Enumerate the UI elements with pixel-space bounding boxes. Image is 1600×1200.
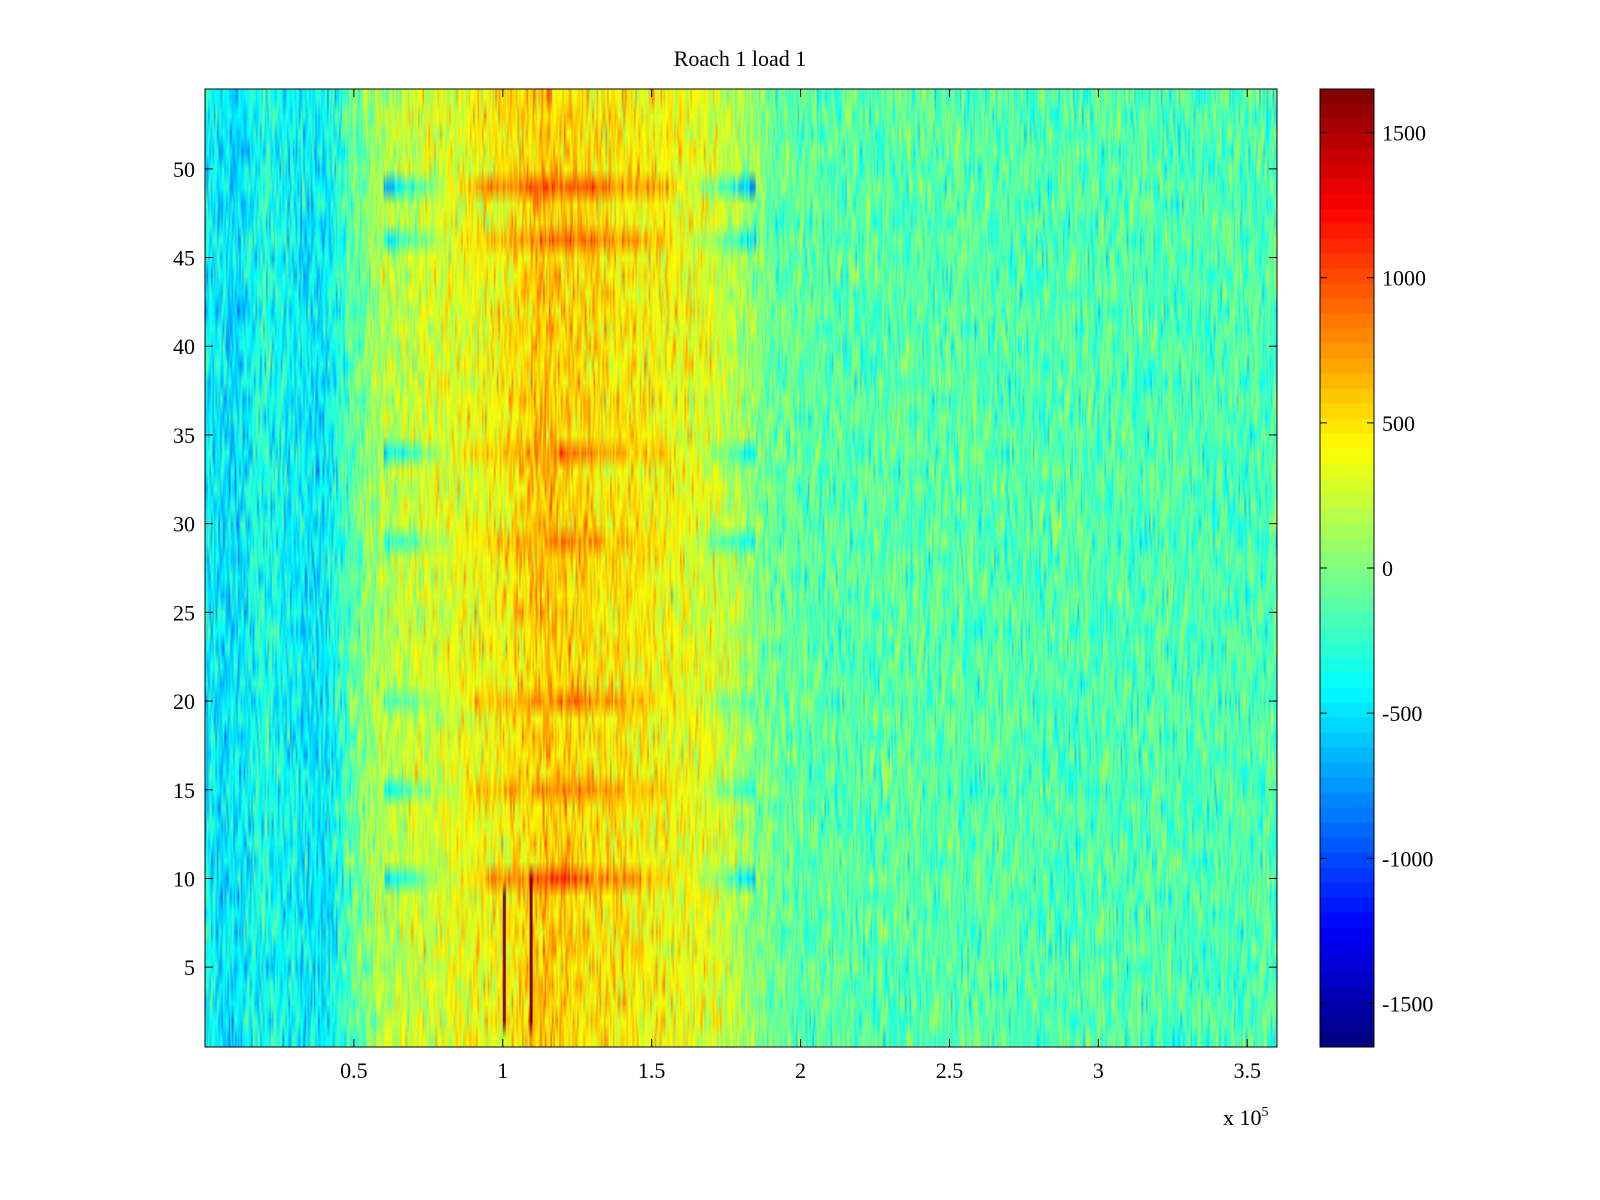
x-tick-label: 1 xyxy=(497,1058,508,1083)
y-tick-label: 5 xyxy=(184,955,195,980)
colorbar-tick-label: 0 xyxy=(1382,556,1393,581)
y-tick-label: 30 xyxy=(173,512,195,537)
colorbar-tick-label: 1500 xyxy=(1382,121,1426,146)
y-tick-label: 35 xyxy=(173,423,195,448)
colorbar-tick-label: -500 xyxy=(1382,701,1422,726)
x-tick-label: 0.5 xyxy=(340,1058,368,1083)
x-tick-label: 2 xyxy=(795,1058,806,1083)
colorbar-tick-label: -1000 xyxy=(1382,846,1433,871)
x-tick-label: 2.5 xyxy=(936,1058,964,1083)
y-tick-label: 45 xyxy=(173,246,195,271)
colorbar-tick-label: 1000 xyxy=(1382,266,1426,291)
chart-title: Roach 1 load 1 xyxy=(674,46,807,71)
y-tick-label: 25 xyxy=(173,600,195,625)
y-tick-label: 50 xyxy=(173,157,195,182)
y-tick-label: 40 xyxy=(173,334,195,359)
x-multiplier-label: x 105 xyxy=(1223,1105,1269,1130)
colorbar-tick-label: -1500 xyxy=(1382,991,1433,1016)
x-multiplier-base: x 10 xyxy=(1223,1105,1262,1130)
x-tick-label: 1.5 xyxy=(638,1058,666,1083)
axes-frame xyxy=(204,88,1278,1048)
colorbar-ticks: -1500 -1000 -500 0 500 1000 1500 xyxy=(1320,121,1433,1016)
y-tick-label: 15 xyxy=(173,778,195,803)
heatmap-image xyxy=(205,89,1277,1047)
y-axis-ticks: 5 10 15 20 25 30 35 40 45 50 xyxy=(173,157,1277,980)
heatmap-plot-area xyxy=(204,88,1278,1048)
x-axis-ticks: 0.5 1 1.5 2 2.5 3 3.5 xyxy=(340,89,1261,1083)
x-tick-label: 3 xyxy=(1093,1058,1104,1083)
x-multiplier-exponent: 5 xyxy=(1262,1105,1269,1120)
x-tick-label: 3.5 xyxy=(1233,1058,1261,1083)
colorbar-image xyxy=(1320,89,1374,1047)
y-tick-label: 20 xyxy=(173,689,195,714)
colorbar: -1500 -1000 -500 0 500 1000 1500 xyxy=(1319,88,1433,1048)
y-tick-label: 10 xyxy=(173,866,195,891)
colorbar-tick-label: 500 xyxy=(1382,411,1415,436)
